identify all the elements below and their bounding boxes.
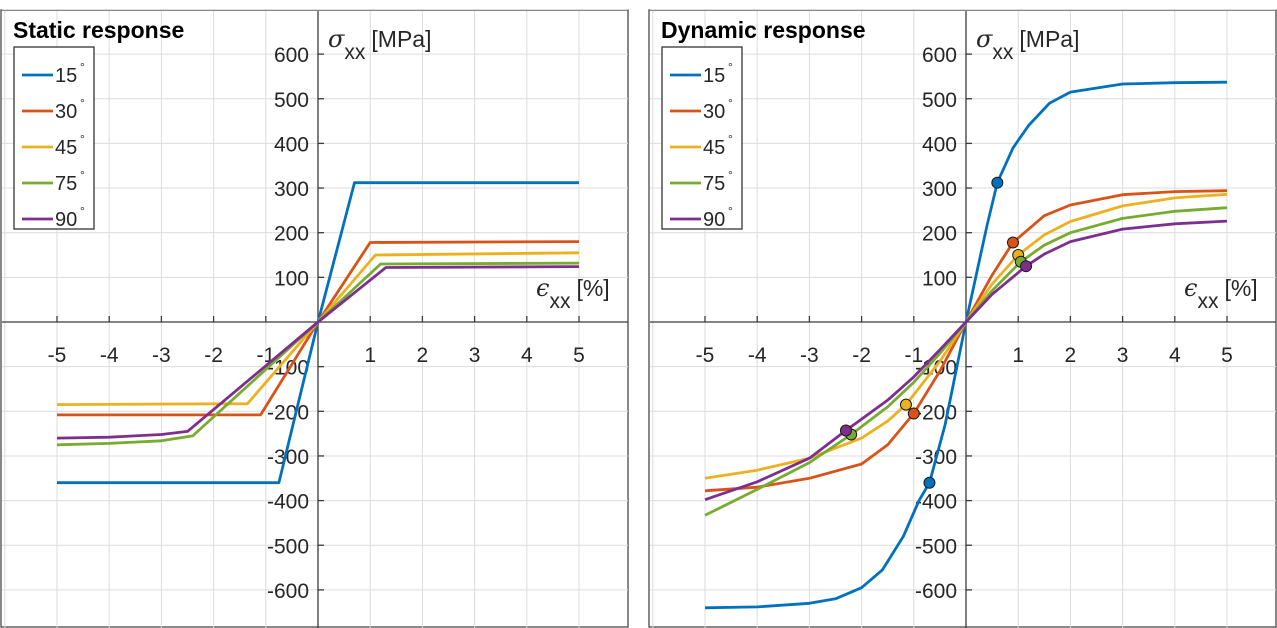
series-lines bbox=[56, 181, 580, 485]
x-tick-label: 5 bbox=[573, 344, 585, 367]
legend-degree-15: ° bbox=[728, 60, 733, 74]
x-tick-label: 3 bbox=[1117, 344, 1129, 367]
legend-degree-45: ° bbox=[80, 132, 85, 146]
y-tick-label: -500 bbox=[915, 535, 957, 558]
y-axis-label: σxx[MPa] bbox=[328, 25, 431, 64]
x-tick-label: 5 bbox=[1221, 344, 1233, 367]
legend-degree-30: ° bbox=[80, 96, 85, 110]
legend-label-15: 15 bbox=[55, 65, 77, 87]
dynamic-response-chart: -5 -4 -3 -2 -1 1 2 3 4 5 600 500 400 300 200 100 -100 -20… bbox=[648, 0, 1277, 628]
plot-frame bbox=[0, 9, 629, 628]
y-tick-label: 600 bbox=[922, 44, 957, 67]
y-tick-label: 300 bbox=[274, 178, 309, 201]
y-tick-labels: 600500400300200100-100-200-300-400-500-6… bbox=[267, 44, 324, 603]
legend-box bbox=[13, 46, 95, 230]
y-tick-label: -600 bbox=[915, 580, 957, 603]
marker-point-90 bbox=[839, 424, 852, 437]
y-tick-label: -400 bbox=[915, 491, 957, 514]
legend-degree-75: ° bbox=[728, 168, 733, 182]
y-tick-label: 100 bbox=[274, 267, 309, 290]
marker-point-15 bbox=[991, 176, 1004, 189]
x-tick-label: -3 bbox=[152, 344, 171, 367]
y-tick-label: -500 bbox=[267, 535, 309, 558]
x-tick-labels: -5 -4 -3 -2 -1 1 2 3 4 5 bbox=[48, 316, 585, 367]
legend-degree-90: ° bbox=[80, 204, 85, 218]
dynamic-response-plot: -5 -4 -3 -2 -1 1 2 3 4 5600500400300200100-100-20… bbox=[648, 8, 1277, 628]
x-tick-label: -2 bbox=[852, 344, 871, 367]
x-tick-label: 2 bbox=[1065, 344, 1077, 367]
legend-label-45: 45 bbox=[703, 137, 725, 159]
y-tick-label: 500 bbox=[274, 89, 309, 112]
y-tick-label: 400 bbox=[274, 133, 309, 156]
marker-point-30 bbox=[907, 407, 920, 420]
y-tick-label: -200 bbox=[915, 401, 957, 424]
x-tick-label: -2 bbox=[204, 344, 223, 367]
legend-label-30: 30 bbox=[55, 101, 77, 123]
y-tick-label: 400 bbox=[922, 133, 957, 156]
y-tick-label: -600 bbox=[267, 580, 309, 603]
x-axis-label: ϵxx[%] bbox=[1184, 274, 1258, 313]
x-tick-label: -4 bbox=[100, 344, 119, 367]
plot-frame bbox=[648, 9, 1277, 628]
static-response-chart: -5 -4 -3 -2 -1 1 2 3 4 5 600 500 400 300 200 100 -100 -20… bbox=[0, 0, 630, 628]
x-tick-label: 4 bbox=[521, 344, 533, 367]
series-line-90 bbox=[704, 219, 1228, 502]
y-tick-label: 300 bbox=[922, 178, 957, 201]
x-tick-label: 2 bbox=[417, 344, 429, 367]
gridlines bbox=[650, 8, 1276, 628]
legend-degree-30: ° bbox=[728, 96, 733, 110]
chart-title: Dynamic response bbox=[661, 17, 866, 43]
x-tick-label: 1 bbox=[364, 344, 376, 367]
legend-degree-90: ° bbox=[728, 204, 733, 218]
x-tick-labels: -5 -4 -3 -2 -1 1 2 3 4 5 bbox=[696, 316, 1233, 367]
y-tick-label: 200 bbox=[274, 223, 309, 246]
legend-label-30: 30 bbox=[703, 101, 725, 123]
series-line-90 bbox=[56, 265, 580, 440]
x-tick-label: 1 bbox=[1012, 344, 1024, 367]
marker-point-15 bbox=[923, 476, 936, 489]
gridlines bbox=[2, 8, 628, 628]
x-tick-label: 4 bbox=[1169, 344, 1181, 367]
yield-markers bbox=[839, 176, 1033, 489]
series-line-15 bbox=[704, 80, 1228, 610]
legend-label-90: 90 bbox=[55, 209, 77, 231]
legend-label-45: 45 bbox=[55, 137, 77, 159]
legend-degree-75: ° bbox=[80, 168, 85, 182]
x-axis-label: ϵxx[%] bbox=[536, 274, 610, 313]
x-tick-label: -5 bbox=[48, 344, 67, 367]
y-tick-label: 500 bbox=[922, 89, 957, 112]
legend-label-90: 90 bbox=[703, 209, 725, 231]
y-axis-label: σxx[MPa] bbox=[976, 25, 1079, 64]
legend-degree-15: ° bbox=[80, 60, 85, 74]
y-tick-label: -400 bbox=[267, 491, 309, 514]
y-tick-labels: 600500400300200100-100-200-300-400-500-6… bbox=[915, 44, 972, 603]
legend-label-75: 75 bbox=[55, 173, 77, 195]
marker-point-45 bbox=[899, 398, 912, 411]
series-lines bbox=[704, 80, 1228, 610]
legend-box bbox=[661, 46, 743, 230]
legend-label-75: 75 bbox=[703, 173, 725, 195]
marker-point-30 bbox=[1006, 236, 1019, 249]
x-tick-label: -3 bbox=[800, 344, 819, 367]
legend: 15 °30 °45 °75 °90 ° bbox=[661, 46, 743, 231]
series-line-75 bbox=[56, 261, 580, 447]
x-tick-label: -5 bbox=[696, 344, 715, 367]
legend: 15 °30 °45 °75 °90 ° bbox=[13, 46, 95, 231]
marker-point-90 bbox=[1020, 260, 1033, 273]
y-tick-label: -300 bbox=[267, 446, 309, 469]
legend-degree-45: ° bbox=[728, 132, 733, 146]
static-response-plot: -5 -4 -3 -2 -1 1 2 3 4 5600500400300200100-100-20… bbox=[0, 8, 629, 628]
legend-label-15: 15 bbox=[703, 65, 725, 87]
chart-title: Static response bbox=[13, 17, 184, 43]
y-tick-label: 600 bbox=[274, 44, 309, 67]
x-tick-label: -4 bbox=[748, 344, 767, 367]
x-tick-label: 3 bbox=[469, 344, 481, 367]
y-tick-label: -200 bbox=[267, 401, 309, 424]
x-tick-label: -1 bbox=[904, 344, 923, 367]
y-tick-label: 200 bbox=[922, 223, 957, 246]
y-tick-label: 100 bbox=[922, 267, 957, 290]
